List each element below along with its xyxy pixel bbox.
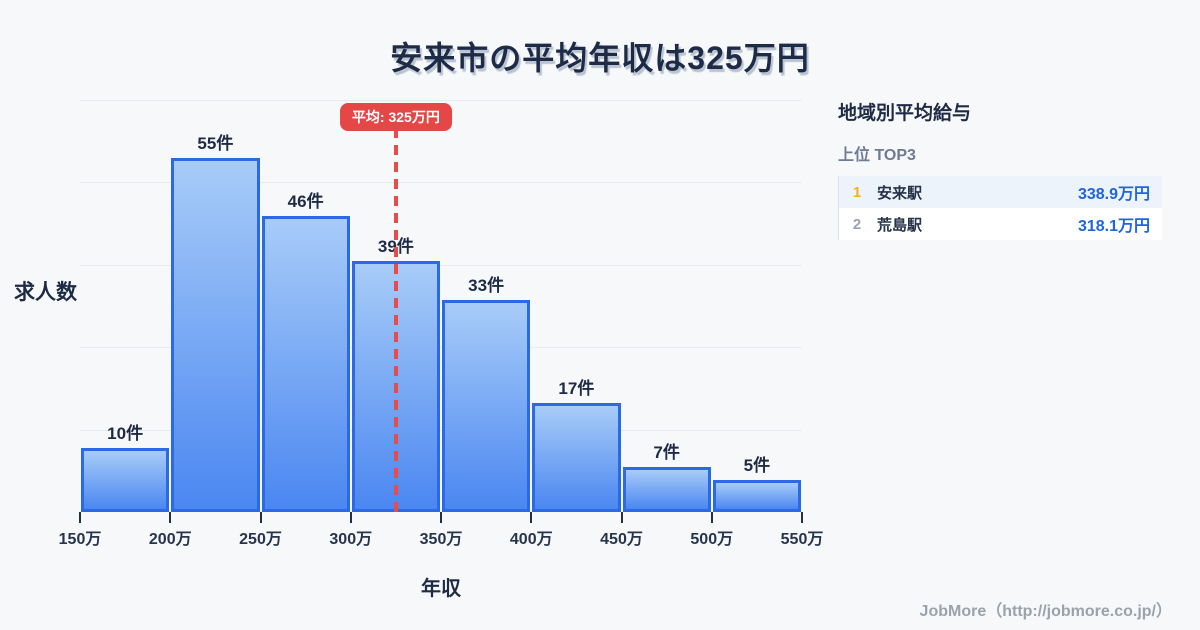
gridline xyxy=(80,182,802,184)
x-axis-tick xyxy=(349,512,352,523)
top3-row-2: 2 荒島駅 318.1万円 xyxy=(839,208,1162,240)
x-axis-tick xyxy=(440,512,442,523)
x-axis-tick-label: 150万 xyxy=(58,531,102,548)
histogram-bar xyxy=(712,479,801,512)
mean-line xyxy=(393,128,398,512)
station-salary-value: 318.1万円 xyxy=(1077,218,1150,235)
histogram-bar xyxy=(442,299,531,512)
bar-value-label: 17件 xyxy=(558,378,595,398)
gridline xyxy=(80,100,802,101)
bar-value-label: 5件 xyxy=(743,455,771,475)
x-axis-tick xyxy=(801,512,803,523)
histogram-bar xyxy=(261,215,350,512)
top3-row-1: 1 安来駅 338.9万円 xyxy=(839,176,1162,208)
bar-value-label: 10件 xyxy=(107,423,144,443)
panel-subtitle: 上位 TOP3 xyxy=(838,147,916,164)
x-axis-tick-label: 300万 xyxy=(329,531,373,548)
bar-value-label: 55件 xyxy=(197,133,234,153)
x-axis-label: 年収 xyxy=(421,578,461,600)
mean-label: 平均: 325万円 xyxy=(339,103,452,131)
histogram-bar xyxy=(171,157,260,512)
x-axis-tick xyxy=(710,512,713,523)
x-axis-tick xyxy=(169,512,172,523)
station-name: 荒島駅 xyxy=(877,216,923,234)
x-axis-tick-label: 350万 xyxy=(419,531,463,548)
x-axis-tick-label: 550万 xyxy=(780,531,824,548)
page-title: 安来市の平均年収は325万円 xyxy=(390,40,810,76)
top3-list: 1 安来駅 338.9万円 2 荒島駅 318.1万円 xyxy=(838,176,1162,240)
rank-badge: 2 xyxy=(852,215,862,233)
station-name: 安来駅 xyxy=(877,184,923,202)
panel-title: 地域別平均給与 xyxy=(838,103,972,124)
x-axis-tick xyxy=(530,512,533,523)
credit-footer: JobMore（http://jobmore.co.jp/） xyxy=(919,603,1172,620)
gridline xyxy=(80,264,802,266)
gridline xyxy=(80,429,802,431)
histogram-bar xyxy=(622,466,711,512)
histogram-bar xyxy=(532,402,621,512)
station-salary-value: 338.9万円 xyxy=(1077,186,1150,203)
rank-badge: 1 xyxy=(852,183,862,201)
x-axis-tick-label: 250万 xyxy=(239,531,282,548)
bar-value-label: 46件 xyxy=(287,191,324,211)
region-salary-panel: 地域別平均給与 上位 TOP3 1 安来駅 338.9万円 2 荒島駅 318.… xyxy=(838,103,1162,240)
x-axis-tick xyxy=(620,512,623,523)
bar-value-label: 33件 xyxy=(468,275,505,295)
x-axis-tick-label: 200万 xyxy=(148,531,192,548)
bar-value-label: 7件 xyxy=(653,442,680,462)
y-axis-label: 求人数 xyxy=(14,281,77,304)
x-axis-tick-label: 500万 xyxy=(690,531,734,548)
x-axis-tick xyxy=(79,512,81,523)
histogram-bar xyxy=(81,447,170,512)
gridline xyxy=(80,347,802,349)
x-axis-tick-label: 450万 xyxy=(600,531,643,548)
x-axis-tick-label: 400万 xyxy=(509,531,553,548)
histogram-chart: 10件55件46件39件33件17件7件5件150万200万250万300万35… xyxy=(59,100,823,548)
x-axis-tick xyxy=(259,512,262,523)
